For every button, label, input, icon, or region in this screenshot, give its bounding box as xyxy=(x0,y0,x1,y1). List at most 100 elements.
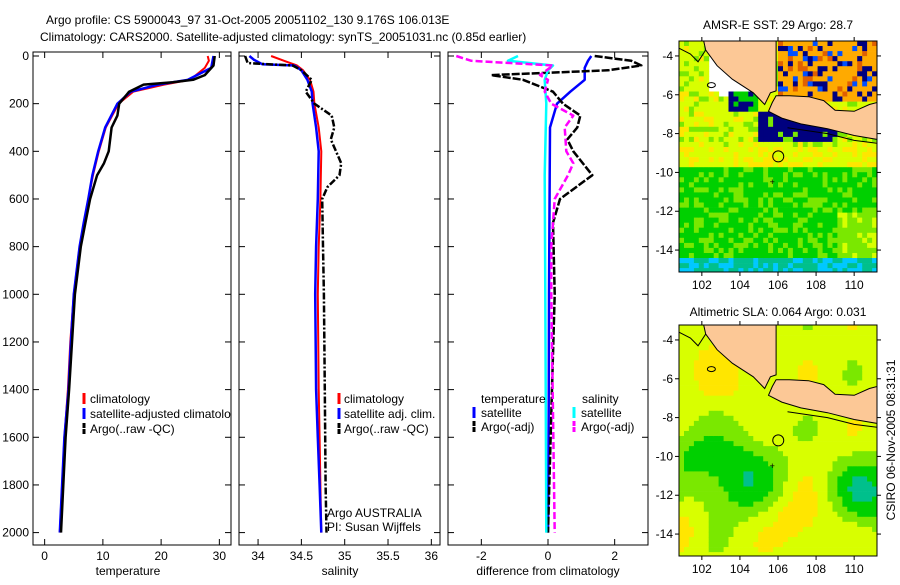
sla-map-cell xyxy=(837,335,843,341)
sst-map-cell xyxy=(783,242,789,249)
sst-map-cell xyxy=(698,46,705,52)
sla-map-cell xyxy=(708,415,715,422)
sla-map-cell xyxy=(773,446,779,452)
sst-map-cell xyxy=(743,258,749,264)
sla-map-cell xyxy=(857,380,863,386)
sst-map-cell xyxy=(787,253,794,259)
sla-map-cell xyxy=(797,476,804,482)
sst-map-cell xyxy=(802,207,809,213)
sla-map-cell xyxy=(753,441,759,447)
sla-map-cell xyxy=(738,380,744,386)
sst-map-cell xyxy=(787,56,794,62)
sla-map-cell xyxy=(708,370,715,376)
sla-map-cell xyxy=(768,420,774,427)
sst-map-cell xyxy=(783,131,789,138)
sst-map-cell xyxy=(753,253,759,259)
sla-map-cell xyxy=(807,425,814,432)
sst-map-cell xyxy=(807,41,814,47)
sla-map-cell xyxy=(872,506,878,513)
sst-map-cell xyxy=(832,162,838,168)
sla-map-cell xyxy=(753,496,759,502)
sst-map-cell xyxy=(708,222,715,229)
x-tick-label: 35 xyxy=(338,549,352,563)
sla-map-cell xyxy=(827,370,833,376)
sla-map-cell xyxy=(852,355,858,361)
sst-map-cell xyxy=(688,217,695,223)
sla-map-cell xyxy=(807,496,814,502)
sla-map-cell xyxy=(693,400,700,407)
sst-map-cell xyxy=(763,126,769,133)
sla-map-cell xyxy=(743,415,749,422)
sst-map-cell xyxy=(812,227,819,234)
sst-map-cell xyxy=(867,96,873,102)
sla-map-cell xyxy=(862,436,868,442)
sst-map-cell xyxy=(862,141,868,148)
sla-map-cell xyxy=(852,537,858,543)
sst-map-cell xyxy=(708,126,715,133)
series-line-temperature-satellite xyxy=(546,55,593,533)
sla-map-cell xyxy=(723,400,729,407)
sla-map-cell xyxy=(862,355,868,361)
sla-map-cell xyxy=(688,390,695,396)
sla-map-cell xyxy=(693,390,700,396)
sla-map-cell xyxy=(827,511,833,518)
sst-map-cell xyxy=(718,157,724,163)
sla-map-cell xyxy=(817,365,823,371)
sla-map-cell xyxy=(703,350,710,356)
sst-map-cell xyxy=(842,136,848,143)
sst-map-cell xyxy=(812,66,819,72)
sst-map-cell xyxy=(862,192,868,198)
sst-map-cell xyxy=(768,167,774,173)
sla-map-cell xyxy=(703,400,710,407)
sla-map-cell xyxy=(837,420,843,427)
sla-map-cell xyxy=(872,325,878,331)
sst-map-cell xyxy=(703,182,710,188)
sla-map-cell xyxy=(872,431,878,437)
sla-map-cell xyxy=(733,375,739,381)
sst-map-cell xyxy=(807,202,814,208)
sla-map-cell xyxy=(738,385,744,391)
sla-map-cell xyxy=(679,446,685,452)
sst-map-cell xyxy=(778,157,784,163)
sst-map-cell xyxy=(857,41,863,47)
sst-map-cell xyxy=(708,152,715,158)
sla-map-cell xyxy=(718,365,724,371)
sla-map-cell xyxy=(802,476,809,482)
sla-map-cell xyxy=(797,521,804,528)
sst-map-cell xyxy=(832,253,838,259)
sst-map-cell xyxy=(842,96,848,102)
sla-map-cell xyxy=(748,431,754,437)
sst-map-cell xyxy=(867,136,873,143)
sst-map-cell xyxy=(792,121,799,128)
sst-map-cell xyxy=(763,182,769,188)
sla-map-cell xyxy=(708,451,715,457)
sla-map-cell xyxy=(837,466,843,472)
sla-map-cell xyxy=(792,511,799,518)
sst-map-cell xyxy=(708,263,715,269)
sst-map-cell xyxy=(688,232,695,239)
argo-position-marker xyxy=(772,434,785,447)
sla-map-cell xyxy=(738,420,744,427)
sst-map-cell xyxy=(763,157,769,163)
sla-map-cell xyxy=(713,466,720,472)
sla-map-cell xyxy=(733,461,739,467)
sla-map-cell xyxy=(778,441,784,447)
sst-map-cell xyxy=(773,116,779,123)
sst-map-cell xyxy=(872,76,878,82)
sst-map-cell xyxy=(862,61,868,67)
sst-map-cell xyxy=(768,197,774,203)
sla-map-cell xyxy=(758,501,764,507)
sla-map-cell xyxy=(832,471,838,477)
sla-map-cell xyxy=(797,330,804,336)
sst-map-cell xyxy=(787,91,794,97)
sst-map-cell xyxy=(703,247,710,254)
sla-map-cell xyxy=(763,395,769,402)
sst-map-cell xyxy=(857,222,863,229)
sst-map-cell xyxy=(867,41,873,47)
sst-map-cell xyxy=(852,91,858,97)
sst-map-cell xyxy=(753,126,759,133)
sla-map-cell xyxy=(738,375,744,381)
sla-map-cell xyxy=(852,446,858,452)
sst-map-cell xyxy=(872,61,878,67)
sst-map-cell xyxy=(837,141,843,148)
